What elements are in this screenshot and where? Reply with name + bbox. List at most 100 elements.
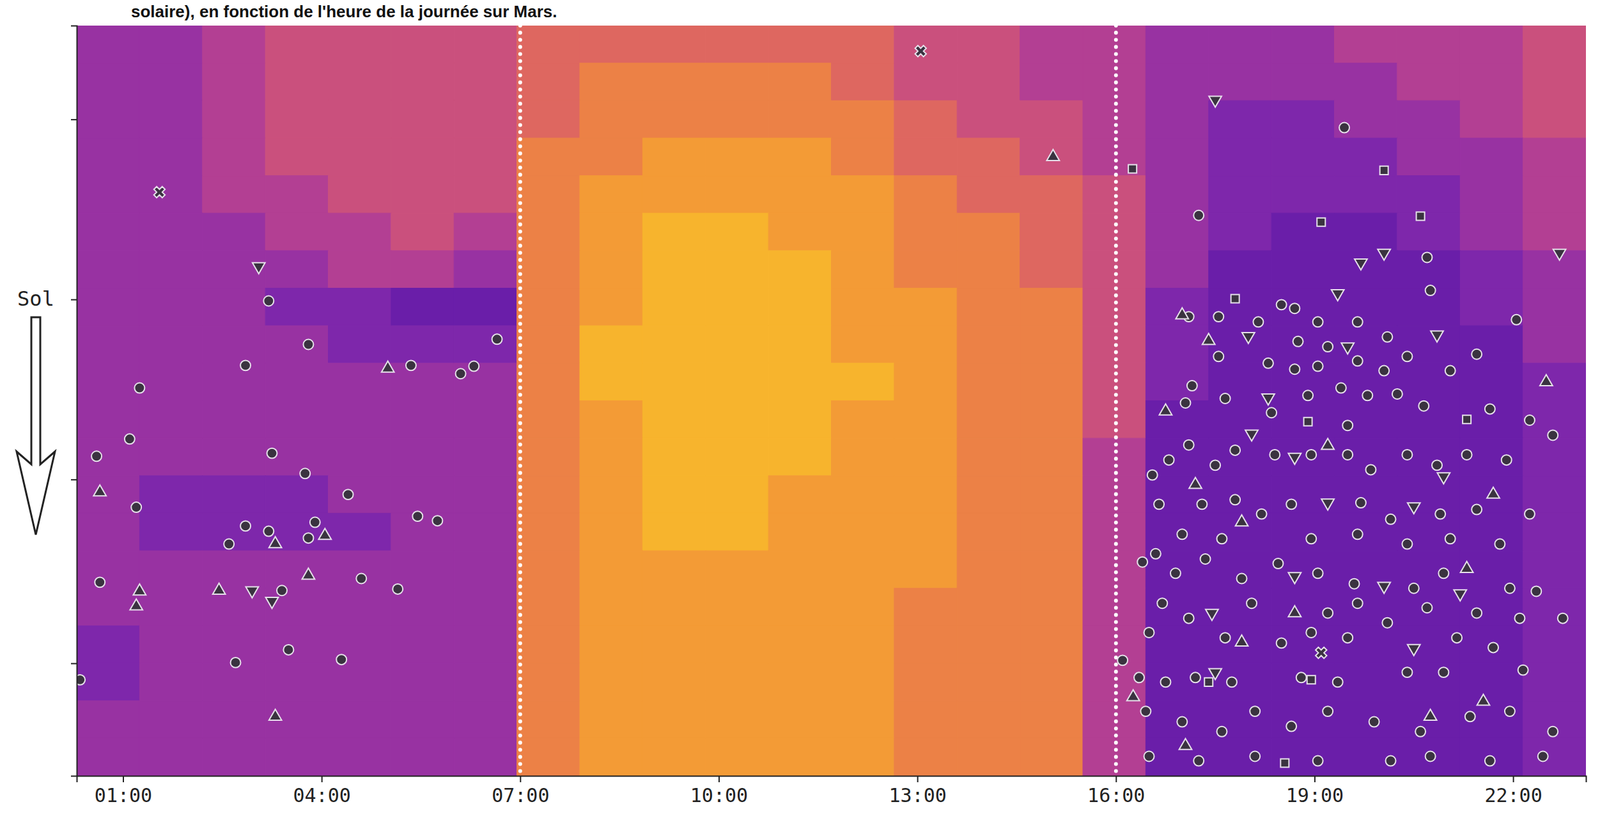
heat-cell (202, 662, 266, 701)
heat-cell (202, 512, 266, 551)
event-marker (1246, 597, 1257, 608)
heat-cell (579, 100, 643, 139)
event-marker (1445, 533, 1456, 544)
event-marker (124, 433, 135, 444)
heat-cell (76, 400, 140, 439)
heat-cell (1397, 625, 1461, 663)
heat-cell (1460, 363, 1523, 401)
heat-cell (1271, 25, 1335, 64)
heat-cell (894, 138, 957, 176)
event-marker (230, 657, 241, 668)
heat-cell (391, 400, 454, 439)
heat-cell (328, 100, 392, 139)
heat-cell (328, 737, 392, 776)
tick-mark (1314, 775, 1316, 782)
heat-cell (328, 325, 392, 364)
event-marker (1514, 613, 1525, 624)
event-marker (1530, 585, 1542, 596)
heat-cell (956, 288, 1020, 327)
heat-cell (265, 325, 328, 364)
event-marker (1312, 755, 1324, 766)
heat-cell (139, 475, 202, 514)
heat-cell (1271, 662, 1335, 701)
heat-cell (956, 475, 1020, 514)
heat-cell (1397, 550, 1461, 589)
event-marker (1401, 449, 1413, 460)
event-marker (263, 526, 274, 537)
heat-cell (894, 475, 957, 514)
axis-title: Sol (17, 286, 55, 311)
heat-cell (579, 662, 643, 701)
event-marker (129, 598, 143, 610)
heat-cell (517, 437, 580, 476)
event-marker (1312, 361, 1324, 372)
heat-cell (453, 250, 517, 289)
heat-cell (1460, 100, 1523, 139)
heat-cell (1020, 25, 1083, 64)
heat-cell (1460, 588, 1523, 626)
chart: 01:0004:0007:0010:0013:0016:0019:0022:00… (0, 0, 1600, 827)
heat-cell (328, 25, 392, 64)
event-marker (1245, 429, 1259, 441)
heat-cell (517, 625, 580, 663)
event-marker (405, 359, 417, 371)
heat-cell (1460, 700, 1523, 739)
event-marker (1231, 294, 1240, 303)
heat-cell (1020, 363, 1083, 401)
heat-cell (1020, 63, 1083, 101)
event-marker (1369, 716, 1380, 727)
event-marker (1352, 316, 1363, 327)
event-marker (1342, 419, 1353, 431)
heat-cell (579, 63, 643, 101)
heat-cell (1145, 475, 1209, 514)
heat-cell (76, 512, 140, 551)
heat-cell (1460, 325, 1523, 364)
event-marker (1293, 336, 1304, 347)
event-marker (1286, 498, 1297, 509)
heat-cell (894, 512, 957, 551)
heat-cell (705, 250, 769, 289)
event-marker (1179, 738, 1193, 750)
heat-cell (1397, 138, 1461, 176)
heat-cell (1397, 212, 1461, 251)
heat-cell (831, 475, 895, 514)
event-marker (1377, 249, 1391, 261)
heat-cell (1020, 100, 1083, 139)
heat-cell (1397, 662, 1461, 701)
heat-cell (328, 475, 392, 514)
heat-cell (517, 288, 580, 327)
tick: 07:00 (491, 775, 550, 807)
event-marker (91, 450, 102, 461)
heat-cell (642, 400, 706, 439)
heat-cell (705, 550, 769, 589)
heat-cell (956, 63, 1020, 101)
heat-cell (76, 250, 140, 289)
heat-cell (76, 138, 140, 176)
heat-cell (1208, 550, 1272, 589)
event-marker (1401, 350, 1413, 362)
heat-cell (894, 662, 957, 701)
event-marker (1126, 689, 1140, 700)
heat-cell (1020, 288, 1083, 327)
event-marker (299, 467, 311, 479)
event-marker (1226, 676, 1237, 687)
heat-cell (328, 512, 392, 551)
heat-cell (956, 512, 1020, 551)
x-axis: 01:0004:0007:0010:0013:0016:0019:0022:00 (77, 775, 1587, 807)
heat-cell (391, 138, 454, 176)
heat-cell (1523, 662, 1586, 701)
heat-cell (265, 475, 328, 514)
heat-cell (1020, 475, 1083, 514)
heat-cell (1145, 363, 1209, 401)
plot-area (76, 25, 1586, 776)
event-marker (1128, 164, 1137, 174)
heat-cell (705, 212, 769, 251)
heat-cell (894, 588, 957, 626)
heat-cell (391, 737, 454, 776)
event-marker (1435, 508, 1446, 520)
heat-cell (265, 175, 328, 214)
event-marker (1220, 632, 1231, 643)
heat-cell (1271, 475, 1335, 514)
heat-cell (1020, 437, 1083, 476)
heat-cell (1334, 212, 1398, 251)
